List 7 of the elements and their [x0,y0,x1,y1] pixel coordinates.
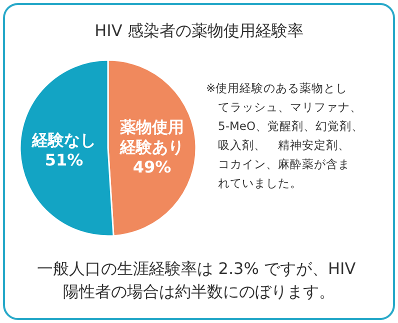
slice-label: 薬物使用経験あり [118,118,184,157]
slice-label: 経験なし [31,130,96,150]
text: ※使用経験のある薬物としてラッシュ、マリファナ、5-MeO、覚醒剤、幻覚剤、吸入剤、 精神安定剤、コカイン、麻酔薬が含まれていました。 [206,81,364,190]
text: 一般人口の生涯経験率は 2.3% ですが、HIV 陽性者の場合は約半数にのぼります。 [37,259,361,301]
data-label: 51% [44,150,84,170]
data-label: 49% [132,158,172,177]
chart-title: HIV 感染者の薬物使用経験率 [94,21,304,40]
